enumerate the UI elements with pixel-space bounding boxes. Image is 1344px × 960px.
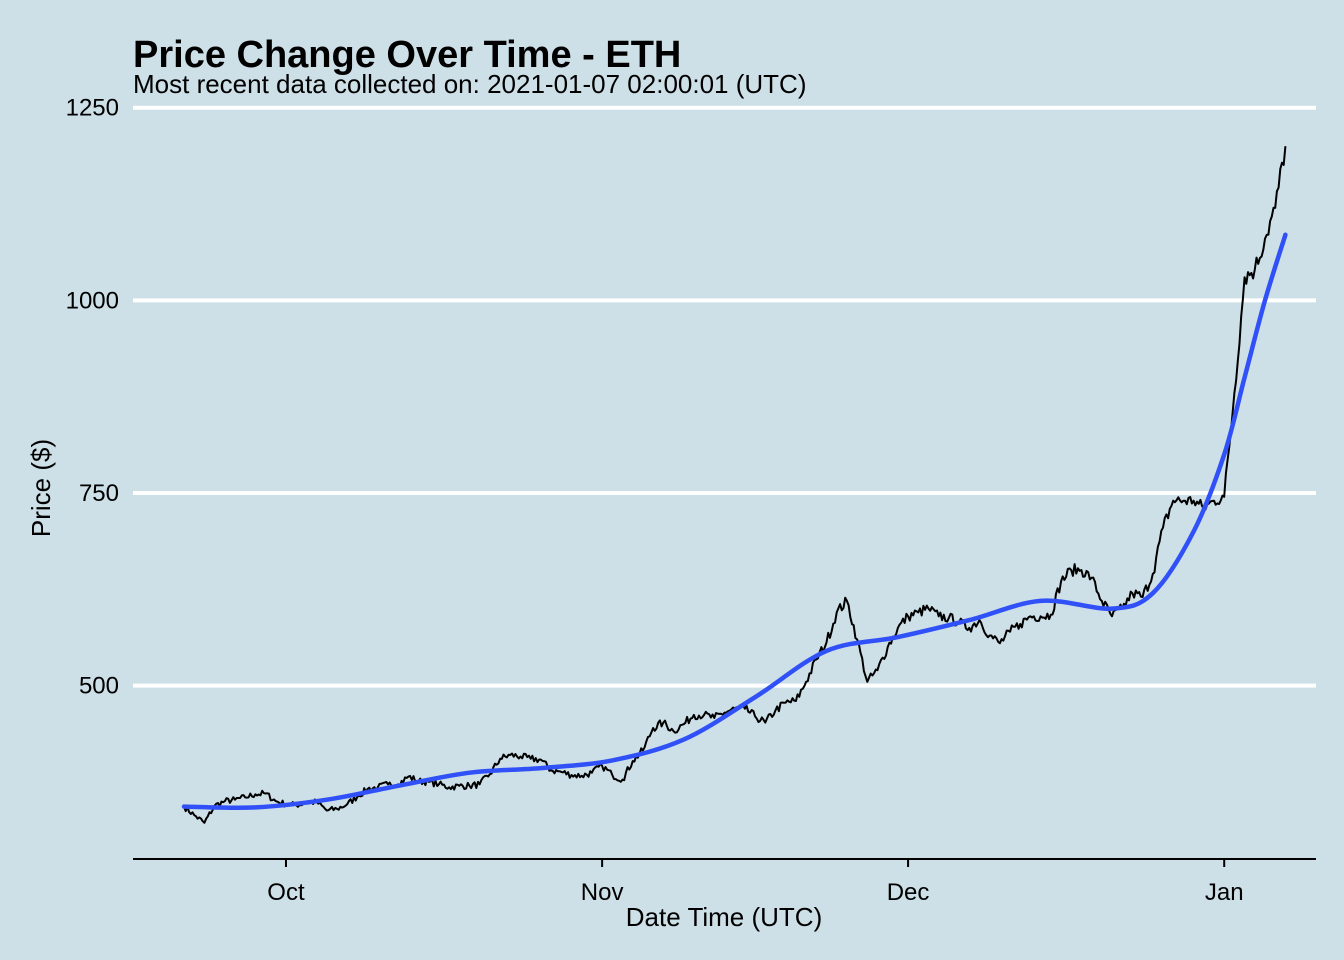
chart-subtitle: Most recent data collected on: 2021-01-0… [133, 69, 807, 99]
x-tick-label-oct: Oct [267, 879, 305, 906]
chart-title: Price Change Over Time - ETH [133, 34, 681, 76]
y-tick-label-500: 500 [79, 673, 119, 700]
x-tick-label-dec: Dec [887, 879, 930, 906]
x-tick-label-jan: Jan [1205, 879, 1244, 906]
y-tick-label-1250: 1250 [66, 95, 119, 122]
y-axis-tick-labels: 500 750 1000 1250 [66, 95, 119, 700]
y-tick-label-1000: 1000 [66, 287, 119, 314]
smoothed-trend-line [181, 232, 1288, 811]
grid-lines [133, 105, 1316, 688]
x-axis-ticks: Oct Nov Dec Jan [267, 859, 1244, 906]
x-tick-label-nov: Nov [581, 879, 624, 906]
y-tick-label-750: 750 [79, 480, 119, 507]
x-axis-title: Date Time (UTC) [626, 902, 822, 932]
y-axis-title: Price ($) [26, 439, 56, 537]
